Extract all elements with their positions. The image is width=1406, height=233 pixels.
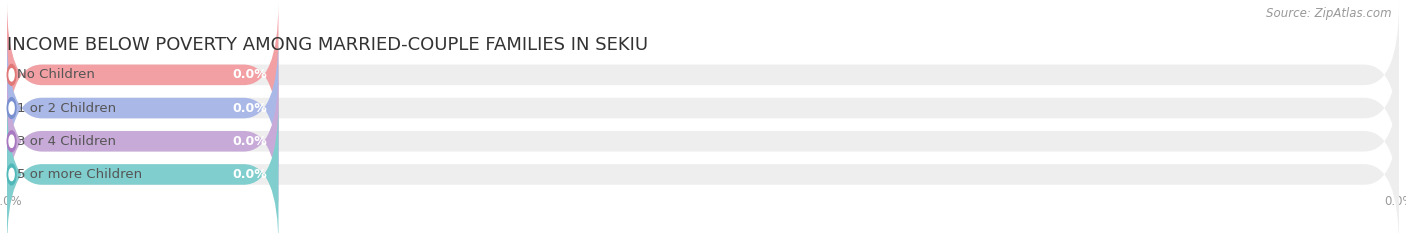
Text: 0.0%: 0.0% bbox=[232, 102, 267, 115]
FancyBboxPatch shape bbox=[7, 2, 1399, 147]
FancyBboxPatch shape bbox=[7, 35, 278, 181]
Text: Source: ZipAtlas.com: Source: ZipAtlas.com bbox=[1267, 7, 1392, 20]
Circle shape bbox=[8, 135, 14, 147]
Text: INCOME BELOW POVERTY AMONG MARRIED-COUPLE FAMILIES IN SEKIU: INCOME BELOW POVERTY AMONG MARRIED-COUPL… bbox=[7, 36, 648, 54]
FancyBboxPatch shape bbox=[7, 69, 278, 214]
Circle shape bbox=[7, 98, 15, 118]
Text: 0.0%: 0.0% bbox=[232, 68, 267, 81]
FancyBboxPatch shape bbox=[7, 102, 278, 233]
Text: 0.0%: 0.0% bbox=[232, 135, 267, 148]
Circle shape bbox=[7, 164, 15, 185]
Circle shape bbox=[7, 65, 15, 85]
Circle shape bbox=[8, 102, 14, 114]
Text: 1 or 2 Children: 1 or 2 Children bbox=[17, 102, 117, 115]
FancyBboxPatch shape bbox=[7, 35, 1399, 181]
Circle shape bbox=[8, 69, 14, 81]
FancyBboxPatch shape bbox=[7, 69, 1399, 214]
Text: 3 or 4 Children: 3 or 4 Children bbox=[17, 135, 117, 148]
FancyBboxPatch shape bbox=[7, 2, 278, 147]
Text: No Children: No Children bbox=[17, 68, 96, 81]
FancyBboxPatch shape bbox=[7, 102, 1399, 233]
Text: 0.0%: 0.0% bbox=[232, 168, 267, 181]
Circle shape bbox=[7, 131, 15, 152]
Text: 5 or more Children: 5 or more Children bbox=[17, 168, 142, 181]
Circle shape bbox=[8, 168, 14, 181]
